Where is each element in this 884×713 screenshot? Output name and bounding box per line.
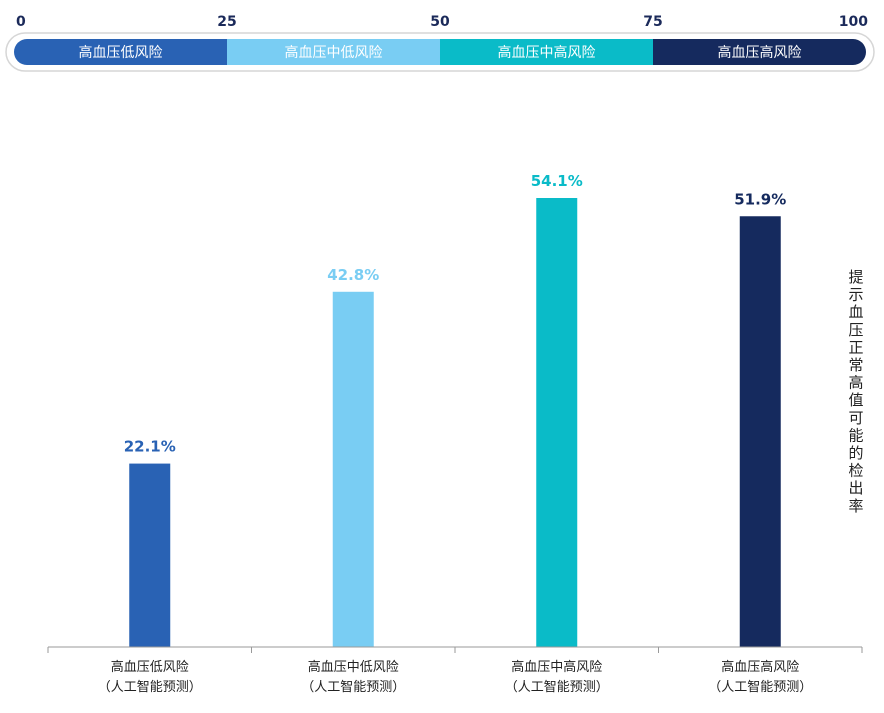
y-axis-label-char: 正	[848, 338, 863, 356]
risk-band-label: 高血压中低风险	[285, 44, 383, 61]
scale-tick-label: 75	[643, 14, 662, 30]
risk-scale: 0 25 50 75 100 高血压低风险 高血压中低风险 高血压中高风险 高血压高风险	[5, 14, 875, 72]
risk-band-2	[227, 39, 440, 65]
risk-band-label: 高血压低风险	[79, 44, 163, 61]
scale-tick-label: 100	[839, 14, 868, 30]
scale-tick-label: 50	[430, 14, 450, 30]
y-axis-label-char: 示	[848, 286, 863, 304]
y-axis-label-char: 出	[848, 479, 863, 497]
x-tick-label: （人工智能预测）	[98, 680, 202, 695]
x-tick-label: 高血压高风险	[721, 659, 799, 675]
risk-band-4	[653, 39, 866, 65]
data-label: 54.1%	[531, 172, 583, 190]
scale-tick-label: 0	[16, 14, 26, 30]
y-axis-label-char: 检	[848, 462, 863, 480]
y-axis-label-char: 压	[848, 321, 863, 339]
x-tick-label: 高血压中低风险	[308, 659, 399, 675]
y-axis-label-char: 率	[848, 497, 863, 515]
x-tick-label: （人工智能预测）	[301, 680, 405, 695]
bar	[536, 198, 578, 647]
data-label: 22.1%	[124, 438, 176, 456]
x-tick-label: （人工智能预测）	[708, 680, 812, 695]
scale-tick-label: 25	[217, 14, 236, 30]
bar	[129, 463, 171, 647]
x-tick-label: 高血压中高风险	[511, 659, 602, 675]
bar	[739, 216, 781, 647]
value-labels: 22.1% 42.8% 54.1% 51.9%	[124, 172, 787, 456]
bar	[332, 291, 374, 647]
y-axis-label-char: 提	[848, 268, 863, 286]
y-axis-label-char: 值	[848, 391, 863, 409]
x-axis: 高血压低风险 （人工智能预测） 高血压中低风险 （人工智能预测） 高血压中高风险 （人工智…	[47, 646, 863, 695]
data-label: 51.9%	[734, 190, 786, 208]
risk-band-label: 高血压中高风险	[498, 44, 596, 61]
bar-group	[129, 198, 781, 647]
risk-band-label: 高血压高风险	[718, 44, 802, 61]
risk-band-1	[14, 39, 227, 65]
x-tick-label: （人工智能预测）	[505, 680, 609, 695]
y-axis-label-char: 的	[848, 444, 863, 462]
y-axis-label-char: 血	[848, 303, 863, 321]
y-axis-label-char: 可	[848, 409, 863, 427]
data-label: 42.8%	[327, 266, 379, 284]
y-axis-label-char: 常	[848, 356, 863, 374]
risk-band-3	[440, 39, 653, 65]
x-tick-label: 高血压低风险	[111, 659, 189, 675]
y-axis-label-char: 高	[848, 374, 863, 392]
y-axis-label-char: 能	[848, 426, 863, 444]
